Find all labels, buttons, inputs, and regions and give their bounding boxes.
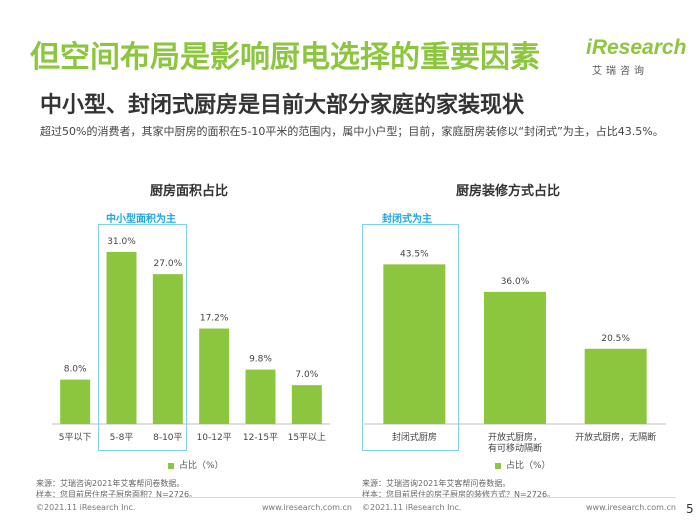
category-label: 5-8平 bbox=[110, 432, 134, 443]
category-label: 10-12平 bbox=[197, 432, 232, 443]
right-legend-label: 占比（%） bbox=[506, 461, 551, 471]
bar bbox=[245, 369, 276, 424]
category-label: 15平以上 bbox=[288, 432, 326, 443]
category-label: 封闭式厨房 bbox=[392, 431, 437, 443]
data-label: 43.5% bbox=[400, 249, 429, 259]
iresearch-logo: iResearch 艾瑞咨询 bbox=[586, 36, 687, 84]
bar bbox=[584, 348, 647, 424]
footer-copyright-left: ©2021.11 iResearch Inc. bbox=[36, 503, 136, 512]
bar bbox=[152, 274, 183, 424]
category-label: 12-15平 bbox=[243, 432, 278, 443]
logo-text: iResearch bbox=[586, 36, 687, 59]
data-label: 9.8% bbox=[249, 355, 272, 365]
footer-copyright-right: ©2021.11 iResearch Inc. bbox=[362, 503, 462, 512]
bar bbox=[60, 379, 91, 424]
logo-subtext: 艾瑞咨询 bbox=[592, 66, 648, 77]
footer-url-left: www.iresearch.com.cn bbox=[262, 503, 352, 512]
page-description: 超过50%的消费者，其家中厨房的面积在5-10平米的范围内，属中小户型；目前，家… bbox=[40, 125, 664, 138]
legend-swatch bbox=[168, 462, 174, 469]
bar bbox=[484, 291, 546, 424]
right-source: 来源：艾瑞咨询2021年艾客帮问卷数据。 样本：您目前居住的房子厨房的装修方式？… bbox=[362, 478, 555, 500]
data-label: 8.0% bbox=[64, 365, 87, 375]
data-label: 7.0% bbox=[295, 370, 318, 380]
left-highlight-label: 中小型面积为主 bbox=[106, 214, 176, 225]
category-label: 8-10平 bbox=[153, 432, 182, 443]
footer-url-right: www.iresearch.com.cn bbox=[586, 503, 676, 512]
left-chart-title: 厨房面积占比 bbox=[150, 184, 229, 199]
page-title: 但空间布局是影响厨电选择的重要因素 bbox=[30, 40, 540, 75]
right-highlight-label: 封闭式为主 bbox=[382, 214, 432, 225]
left-source: 来源：艾瑞咨询2021年艾客帮问卷数据。 样本：您目前居住房子厨房面积？N=27… bbox=[36, 478, 197, 500]
bar bbox=[106, 251, 137, 424]
data-label: 27.0% bbox=[154, 259, 183, 269]
bar bbox=[291, 385, 322, 424]
page-number: 5 bbox=[686, 502, 694, 516]
left-legend-label: 占比（%） bbox=[179, 461, 224, 471]
data-label: 20.5% bbox=[601, 334, 630, 344]
bar bbox=[383, 264, 446, 424]
footer-divider bbox=[36, 497, 676, 498]
left-source-line: 来源：艾瑞咨询2021年艾客帮问卷数据。 bbox=[36, 479, 185, 488]
bar bbox=[199, 328, 230, 424]
category-label: 5平以下 bbox=[59, 432, 92, 443]
right-highlight-box bbox=[362, 224, 459, 451]
left-highlight-box bbox=[98, 224, 187, 451]
right-legend: 占比（%） bbox=[495, 458, 551, 471]
left-legend: 占比（%） bbox=[168, 458, 224, 471]
data-label: 36.0% bbox=[501, 277, 530, 287]
right-source-line: 来源：艾瑞咨询2021年艾客帮问卷数据。 bbox=[362, 479, 511, 488]
category-label: 有可移动隔断 bbox=[488, 442, 542, 454]
data-label: 31.0% bbox=[107, 237, 136, 247]
right-sample-line: 样本：您目前居住的房子厨房的装修方式？N=2726。 bbox=[362, 490, 556, 499]
right-chart-title: 厨房装修方式占比 bbox=[456, 184, 561, 199]
left-sample-line: 样本：您目前居住房子厨房面积？N=2726。 bbox=[36, 490, 198, 499]
category-label: 开放式厨房， bbox=[488, 431, 542, 443]
category-label: 开放式厨房，无隔断 bbox=[575, 431, 656, 443]
data-label: 17.2% bbox=[200, 314, 229, 324]
legend-swatch bbox=[495, 462, 501, 469]
page-subtitle: 中小型、封闭式厨房是目前大部分家庭的家装现状 bbox=[40, 93, 525, 118]
